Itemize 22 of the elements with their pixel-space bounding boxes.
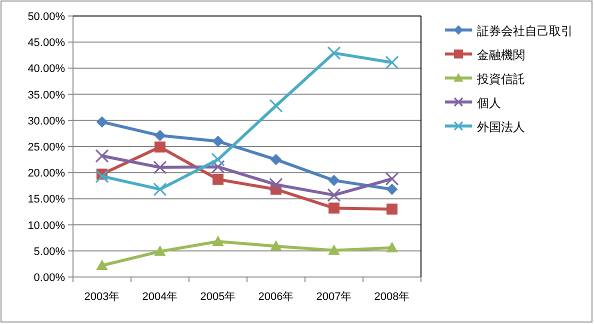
y-tick-label: 10.00% [28, 220, 66, 232]
legend-label: 金融機関 [477, 48, 525, 62]
legend-label: 外国法人 [477, 120, 525, 134]
x-tick-label: 2006年 [258, 291, 294, 303]
legend-label: 証券会社自己取引 [477, 24, 573, 38]
y-tick-label: 40.00% [28, 63, 66, 76]
y-tick-label: 25.00% [28, 142, 66, 154]
y-tick-label: 35.00% [28, 89, 66, 102]
y-tick-label: 15.00% [28, 194, 66, 206]
x-tick-label: 2005年 [200, 291, 236, 303]
y-tick-label: 50.00% [28, 11, 66, 23]
x-tick-label: 2003年 [84, 291, 120, 303]
x-tick-label: 2008年 [374, 291, 410, 303]
x-tick-label: 2007年 [316, 291, 352, 303]
legend-label: 個人 [477, 96, 501, 110]
y-tick-label: 0.00% [34, 272, 66, 284]
x-tick-label: 2004年 [142, 291, 178, 303]
y-tick-label: 30.00% [28, 115, 66, 128]
y-tick-label: 5.00% [34, 246, 66, 258]
legend-label: 投資信託 [476, 72, 525, 86]
y-tick-label: 45.00% [28, 37, 66, 50]
y-tick-label: 20.00% [28, 168, 66, 180]
